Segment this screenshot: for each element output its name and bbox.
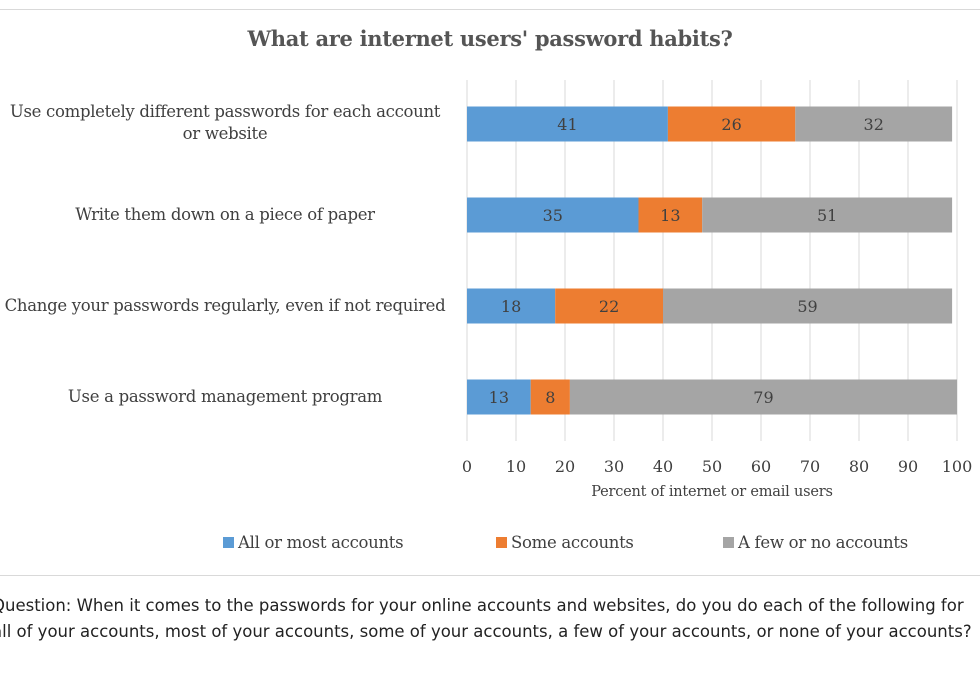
category-label-2: Change your passwords regularly, even if… — [4, 296, 446, 315]
legend-item-1: Some accounts — [496, 533, 634, 552]
bar-data-label-0-1: 26 — [721, 115, 741, 134]
x-tick-label-30: 30 — [604, 457, 624, 476]
category-label-3: Use a password management program — [67, 387, 383, 406]
bar-3-1 — [530, 379, 570, 415]
bar-1-1 — [638, 197, 703, 233]
x-axis-label: Percent of internet or email users — [591, 484, 833, 500]
bar-3-0 — [467, 379, 531, 415]
x-tick-label-90: 90 — [898, 457, 918, 476]
bar-data-label-3-2: 79 — [753, 388, 773, 407]
bar-1-2 — [702, 197, 953, 233]
bar-data-label-1-0: 35 — [543, 206, 563, 225]
category-label-1: Write them down on a piece of paper — [75, 205, 375, 224]
x-tick-label-70: 70 — [800, 457, 820, 476]
bar-2-1 — [555, 288, 663, 324]
x-tick-label-0: 0 — [462, 457, 472, 476]
bar-0-2 — [795, 106, 953, 142]
bar-data-label-2-0: 18 — [501, 297, 521, 316]
bar-1-0 — [467, 197, 639, 233]
legend-label-1: Some accounts — [511, 533, 634, 552]
question-footnote: Question: When it comes to the passwords… — [0, 596, 972, 641]
category-label-0: Use completely different passwords for e… — [9, 102, 441, 143]
x-tick-label-40: 40 — [653, 457, 673, 476]
legend-swatch-2 — [723, 537, 734, 548]
bottom-divider — [0, 575, 980, 576]
legend-item-0: All or most accounts — [223, 533, 404, 552]
x-tick-label-50: 50 — [702, 457, 722, 476]
bar-data-label-3-0: 13 — [489, 388, 509, 407]
legend-swatch-1 — [496, 537, 507, 548]
bar-data-label-0-0: 41 — [557, 115, 577, 134]
x-tick-label-80: 80 — [849, 457, 869, 476]
legend-swatch-0 — [223, 537, 234, 548]
bar-0-0 — [467, 106, 668, 142]
bar-data-label-3-1: 8 — [545, 388, 555, 407]
legend-label-0: All or most accounts — [238, 533, 404, 552]
chart-plot: 41 26 32 35 13 51 18 22 59 13 8 79 0 10 20 30 40 50 60 70 80… — [462, 80, 973, 476]
top-divider — [0, 9, 980, 10]
bar-data-label-2-1: 22 — [599, 297, 619, 316]
bar-data-label-1-1: 13 — [660, 206, 680, 225]
x-tick-label-60: 60 — [751, 457, 771, 476]
chart-title: What are internet users' password habits… — [247, 26, 733, 51]
bar-data-label-0-2: 32 — [864, 115, 884, 134]
bar-data-label-2-2: 59 — [797, 297, 817, 316]
x-tick-label-100: 100 — [942, 457, 973, 476]
x-tick-label-20: 20 — [555, 457, 575, 476]
legend-label-2: A few or no accounts — [738, 533, 908, 552]
bar-0-1 — [667, 106, 796, 142]
bar-data-label-1-2: 51 — [817, 206, 837, 225]
bar-2-0 — [467, 288, 556, 324]
legend-item-2: A few or no accounts — [723, 533, 908, 552]
x-tick-label-10: 10 — [506, 457, 526, 476]
bar-2-2 — [663, 288, 953, 324]
bar-3-2 — [569, 379, 957, 415]
legend: All or most accounts Some accounts A few o… — [0, 533, 980, 555]
